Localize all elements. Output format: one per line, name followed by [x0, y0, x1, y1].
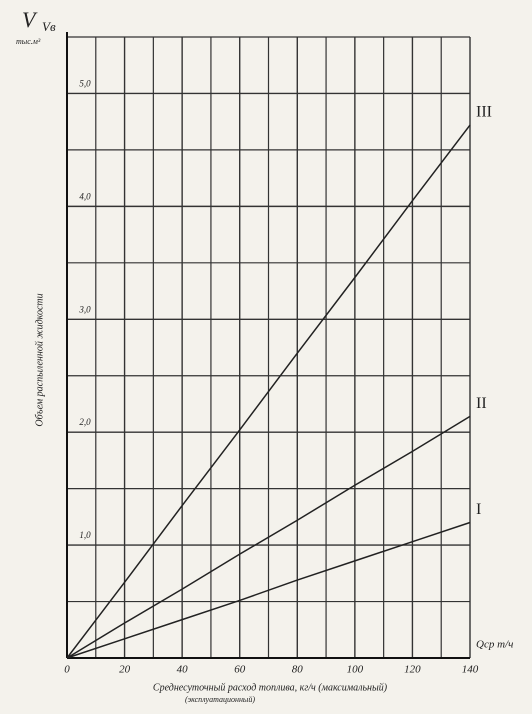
series-label: III — [476, 104, 492, 121]
series-line — [66, 124, 471, 659]
y-tick-label: 2,0 — [79, 417, 91, 427]
y-symbol: V — [22, 7, 38, 32]
x-tick-label: 40 — [177, 664, 189, 676]
y-sub: Vв — [42, 19, 56, 34]
x-tick-label: 100 — [347, 664, 364, 676]
y-tick-label: 3,0 — [78, 304, 91, 314]
x-tick-label: 120 — [404, 664, 421, 676]
y-tick-label: 4,0 — [79, 191, 91, 201]
y-axis-label: Объем распыленной жидкости — [34, 293, 45, 426]
x-tick-label: 140 — [462, 664, 479, 676]
x-axis-label: Среднесуточный расход топлива, кг/ч (мак… — [153, 682, 388, 693]
series-line — [66, 415, 471, 659]
x-tick-label: 0 — [64, 664, 70, 676]
y-tick-label: 1,0 — [79, 530, 91, 540]
x-unit: Qср т/ч — [476, 639, 513, 651]
y-tick-label: 5,0 — [79, 79, 91, 89]
x-tick-label: 20 — [119, 664, 131, 676]
y-unit: тыс.м³ — [16, 37, 41, 46]
series-label: II — [476, 395, 487, 412]
series-line — [66, 521, 471, 659]
x-tick-label: 60 — [234, 664, 246, 676]
series-label: I — [476, 501, 481, 518]
x-axis-label-2: (эксплуатационный) — [185, 695, 255, 704]
x-tick-label: 80 — [292, 664, 304, 676]
